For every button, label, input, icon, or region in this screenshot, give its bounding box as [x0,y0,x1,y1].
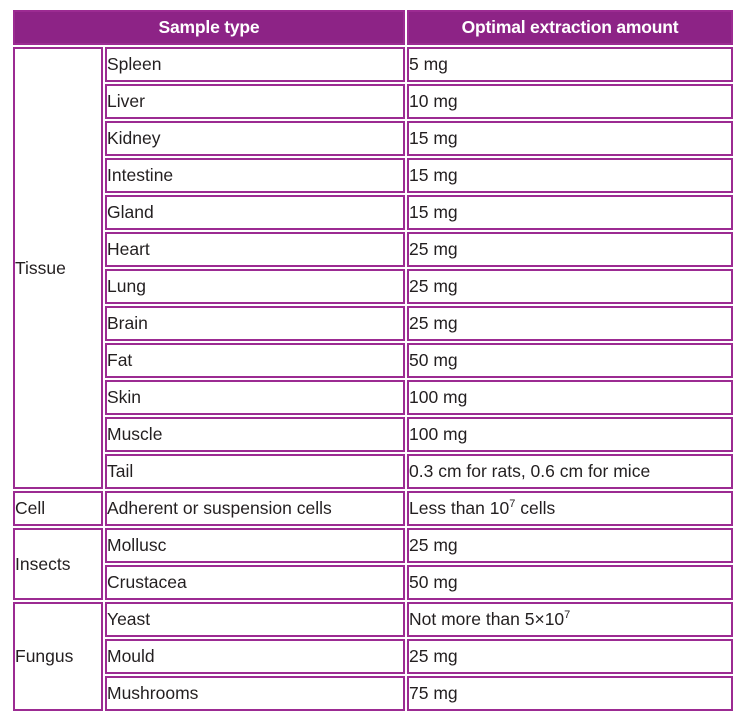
table-row: Tail 0.3 cm for rats, 0.6 cm for mice [13,454,733,489]
table-row: Insects Mollusc 25 mg [13,528,733,600]
sample-cell: Intestine [105,158,405,193]
table-row: Tissue Spleen 5 mg [13,47,733,489]
amount-cell: 25 mg [407,232,733,267]
sample-cell: Mushrooms [105,676,405,711]
sample-cell: Mould [105,639,405,674]
sample-cell: Brain [105,306,405,341]
sample-cell: Gland [105,195,405,230]
header-optimal-extraction-amount: Optimal extraction amount [407,10,733,45]
amount-cell: 10 mg [407,84,733,119]
amount-cell: 0.3 cm for rats, 0.6 cm for mice [407,454,733,489]
sample-cell: Kidney [105,121,405,156]
amount-cell: 75 mg [407,676,733,711]
amount-cell: 15 mg [407,121,733,156]
table-row: Fungus Yeast Not more than 5×107 [13,602,733,711]
sample-cell: Skin [105,380,405,415]
amount-cell: 5 mg [407,47,733,82]
table-row: Liver 10 mg [13,84,733,119]
table-row: Brain 25 mg [13,306,733,341]
amount-cell: 50 mg [407,343,733,378]
sample-cell: Muscle [105,417,405,452]
amount-cell: Not more than 5×107 [407,602,733,637]
table-row: Fat 50 mg [13,343,733,378]
table-row: Intestine 15 mg [13,158,733,193]
table-row: Skin 100 mg [13,380,733,415]
table-row: Heart 25 mg [13,232,733,267]
table-row: Lung 25 mg [13,269,733,304]
amount-cell: 15 mg [407,195,733,230]
sample-cell: Liver [105,84,405,119]
amount-cell: 15 mg [407,158,733,193]
sample-cell: Adherent or suspension cells [105,491,405,526]
amount-cell: 100 mg [407,380,733,415]
group-cell-tissue: Tissue [13,47,103,489]
header-row: Sample type Optimal extraction amount [13,10,733,45]
amount-cell: Less than 107 cells [407,491,733,526]
sample-cell: Mollusc [105,528,405,563]
sample-cell: Heart [105,232,405,267]
table-row: Kidney 15 mg [13,121,733,156]
table-row: Mould 25 mg [13,639,733,674]
amount-cell: 25 mg [407,528,733,563]
superscript-exponent: 7 [509,498,516,511]
table-body: Tissue Spleen 5 mg Liver 10 mg Kidney 15 mg Int… [13,47,733,711]
sample-cell: Spleen [105,47,405,82]
header-sample-type: Sample type [13,10,405,45]
group-cell-insects: Insects [13,528,103,600]
amount-cell: 100 mg [407,417,733,452]
sample-cell: Lung [105,269,405,304]
sample-extraction-table: Sample type Optimal extraction amount Ti… [11,8,735,713]
table-row: Muscle 100 mg [13,417,733,452]
amount-cell: 25 mg [407,639,733,674]
amount-cell: 25 mg [407,306,733,341]
amount-cell: 25 mg [407,269,733,304]
group-cell-cell: Cell [13,491,103,526]
table-row: Crustacea 50 mg [13,565,733,600]
table-row: Cell Adherent or suspension cells Less tha… [13,491,733,526]
group-cell-fungus: Fungus [13,602,103,711]
superscript-exponent: 7 [564,609,571,622]
table-row: Gland 15 mg [13,195,733,230]
sample-cell: Yeast [105,602,405,637]
sample-cell: Crustacea [105,565,405,600]
amount-cell: 50 mg [407,565,733,600]
table-row: Mushrooms 75 mg [13,676,733,711]
sample-cell: Fat [105,343,405,378]
sample-cell: Tail [105,454,405,489]
